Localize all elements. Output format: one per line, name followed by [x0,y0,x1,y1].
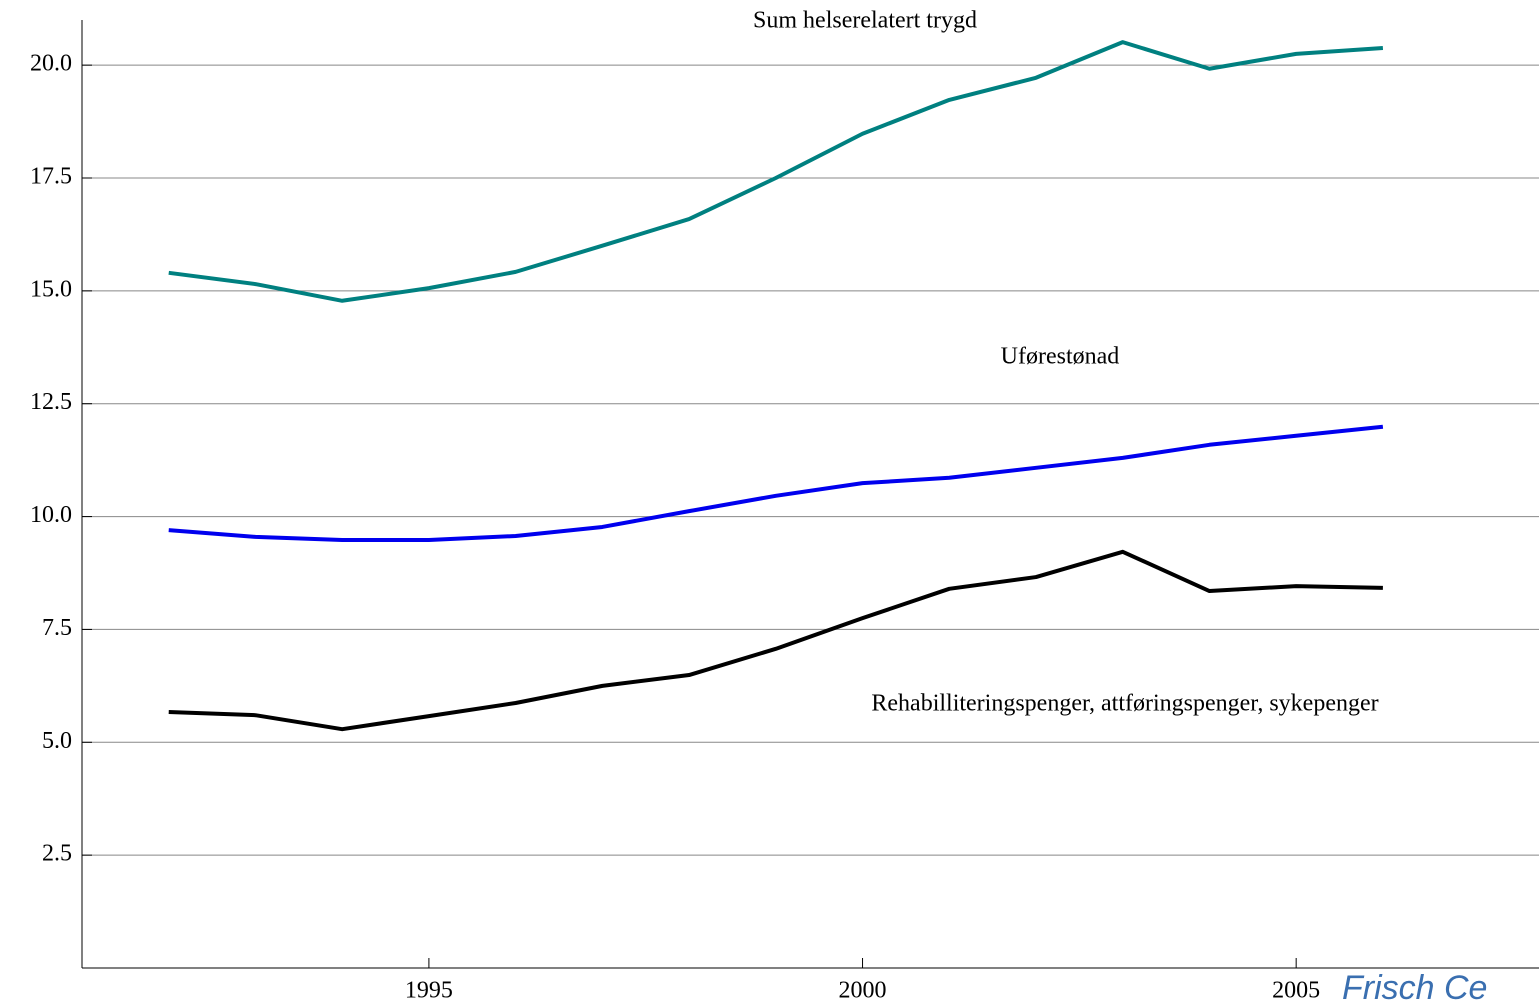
x-tick-label: 1995 [405,978,453,1004]
x-tick-label: 2005 [1272,978,1320,1004]
x-tick-label: 2000 [839,978,887,1004]
series-line [168,40,1384,303]
y-tick-label: 7.5 [42,615,72,641]
y-tick-label: 5.0 [42,728,72,754]
series-label: Rehabilliteringspenger, attføringspenger… [871,691,1378,717]
watermark: Frisch Ce [1342,969,1487,1007]
series-line [168,424,1384,543]
y-tick-label: 2.5 [42,841,72,867]
series-label: Uførestønad [1001,344,1120,370]
y-tick-label: 15.0 [30,276,72,302]
series-label: Sum helserelatert trygd [753,8,977,34]
y-tick-label: 20.0 [30,51,72,77]
y-tick-label: 10.0 [30,502,72,528]
y-tick-label: 12.5 [30,389,72,415]
series-line [168,549,1383,732]
y-tick-label: 17.5 [30,164,72,190]
